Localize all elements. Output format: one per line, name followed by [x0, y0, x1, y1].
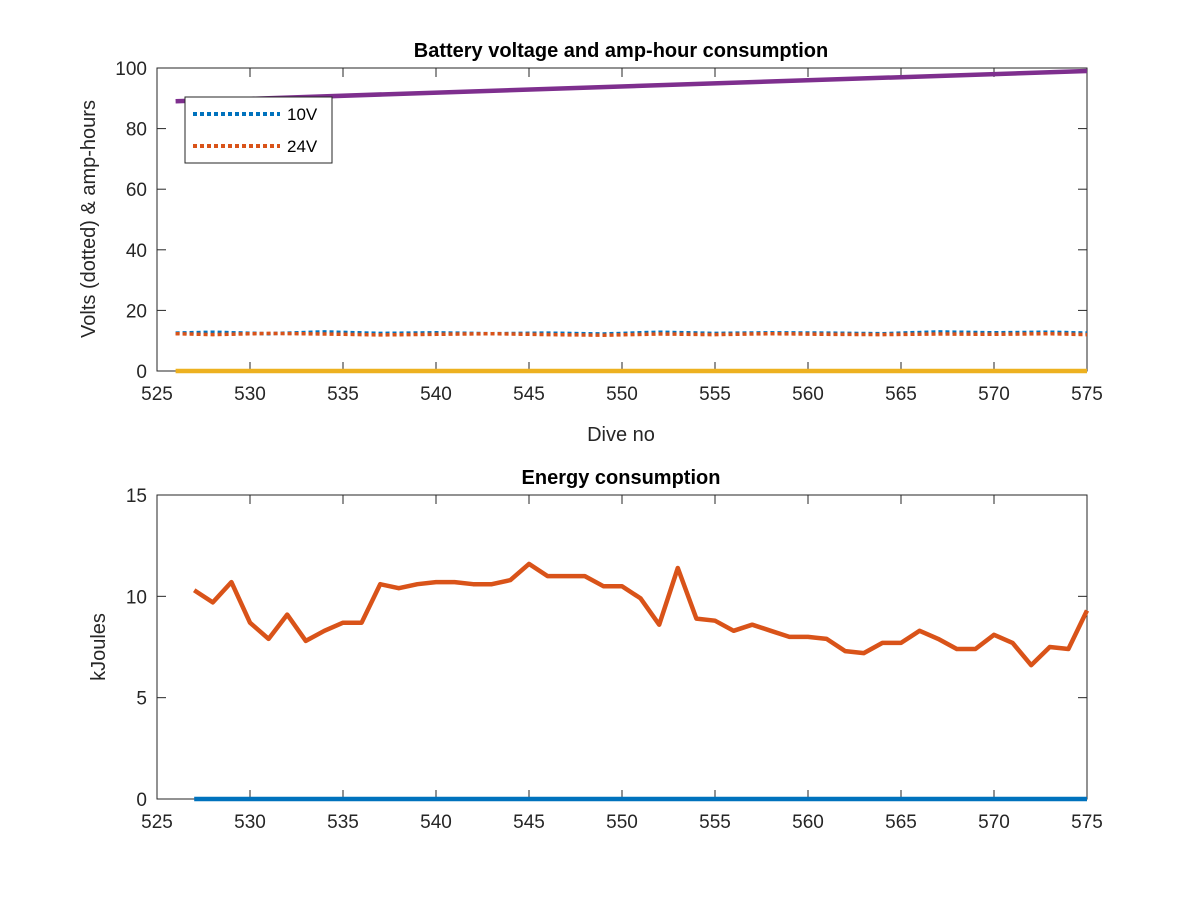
x-tick-label: 525 — [141, 812, 173, 833]
voltage-plot-x-label: Dive no — [587, 424, 655, 446]
voltage-plot-title: Battery voltage and amp-hour consumption — [414, 40, 828, 62]
energy-plot-title: Energy consumption — [522, 467, 721, 489]
x-tick-label: 530 — [234, 384, 266, 405]
voltage-plot-y-ticks: 0 20 40 60 80 100 — [115, 59, 1087, 383]
energy-plot-series — [192, 561, 1090, 802]
x-tick-label: 550 — [606, 384, 638, 405]
y-tick-label: 0 — [136, 362, 147, 383]
y-tick-label: 80 — [126, 120, 147, 141]
series-line-2 — [192, 561, 1090, 668]
x-tick-label: 555 — [699, 384, 731, 405]
x-tick-label: 565 — [885, 812, 917, 833]
voltage-plot-x-ticks: 525 530 535 540 545 550 555 560 565 570 575 — [141, 68, 1103, 405]
x-tick-label: 540 — [420, 812, 452, 833]
series-line-24v — [175, 331, 1088, 337]
series-line-3 — [175, 68, 1088, 104]
y-tick-label: 60 — [126, 180, 147, 201]
energy-plot-y-label: kJoules — [88, 613, 110, 681]
voltage-plot-series — [175, 68, 1088, 374]
x-tick-label: 535 — [327, 812, 359, 833]
x-tick-label: 540 — [420, 384, 452, 405]
x-tick-label: 570 — [978, 384, 1010, 405]
x-tick-label: 545 — [513, 384, 545, 405]
x-tick-label: 575 — [1071, 384, 1103, 405]
x-tick-label: 570 — [978, 812, 1010, 833]
y-tick-label: 0 — [136, 790, 147, 811]
y-tick-label: 20 — [126, 301, 147, 322]
x-tick-label: 535 — [327, 384, 359, 405]
legend-box — [184, 96, 333, 164]
x-tick-label: 560 — [792, 384, 824, 405]
voltage-plot-y-label: Volts (dotted) & amp-hours — [78, 100, 100, 338]
x-tick-label: 560 — [792, 812, 824, 833]
y-tick-label: 15 — [126, 486, 147, 507]
y-tick-label: 10 — [126, 587, 147, 608]
legend-label-10v: 10V — [287, 105, 318, 124]
energy-plot: Energy consumption 525 530 535 540 545 550 555… — [88, 467, 1103, 833]
x-tick-label: 545 — [513, 812, 545, 833]
x-tick-label: 555 — [699, 812, 731, 833]
y-tick-label: 100 — [115, 59, 147, 80]
voltage-plot: Battery voltage and amp-hour consumption… — [78, 40, 1103, 446]
y-tick-label: 5 — [136, 689, 147, 710]
x-tick-label: 530 — [234, 812, 266, 833]
voltage-plot-legend: 10V 24V — [184, 96, 333, 164]
y-tick-label: 40 — [126, 241, 147, 262]
legend-label-24v: 24V — [287, 137, 318, 156]
x-tick-label: 565 — [885, 384, 917, 405]
x-tick-label: 525 — [141, 384, 173, 405]
energy-plot-frame — [156, 494, 1088, 800]
energy-plot-y-ticks: 0 5 10 15 — [126, 486, 1087, 811]
x-tick-label: 550 — [606, 812, 638, 833]
x-tick-label: 575 — [1071, 812, 1103, 833]
